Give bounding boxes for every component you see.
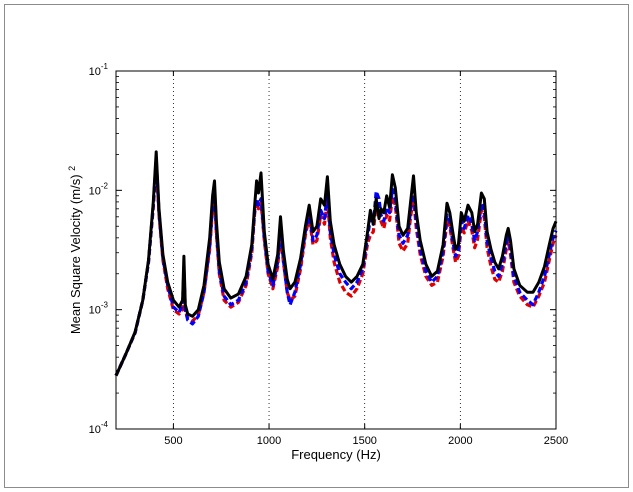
plot-area-border [115, 70, 557, 430]
x-tick-label: 1500 [352, 435, 376, 447]
series-group [114, 150, 558, 377]
y-axis-label-superscript: 2 [67, 166, 77, 171]
x-tick-labels: 500 1000 1500 2000 2500 [164, 435, 568, 447]
series-line-0000ff [114, 158, 558, 377]
y-tick-label: 10-3 [89, 301, 109, 317]
figure-frame [4, 4, 629, 488]
series-line-000000 [114, 150, 558, 377]
y-tick-label: 10-4 [89, 420, 109, 436]
y-tick-label: 10-2 [89, 181, 109, 197]
axis-ticks [116, 70, 557, 430]
y-tick-label: 10-1 [89, 62, 109, 78]
x-tick-label: 2500 [544, 435, 568, 447]
y-axis-label: Mean Square Velocity (m/s) 2 [67, 166, 83, 334]
x-axis-label: Frequency (Hz) [291, 447, 381, 462]
y-axis-label-text: Mean Square Velocity (m/s) [68, 174, 83, 334]
x-tick-label: 500 [164, 435, 182, 447]
x-tick-label: 2000 [448, 435, 472, 447]
x-tick-label: 1000 [257, 435, 281, 447]
series-line-e00000 [114, 161, 558, 377]
y-tick-labels: 10-4 10-3 10-2 10-1 [89, 62, 109, 436]
